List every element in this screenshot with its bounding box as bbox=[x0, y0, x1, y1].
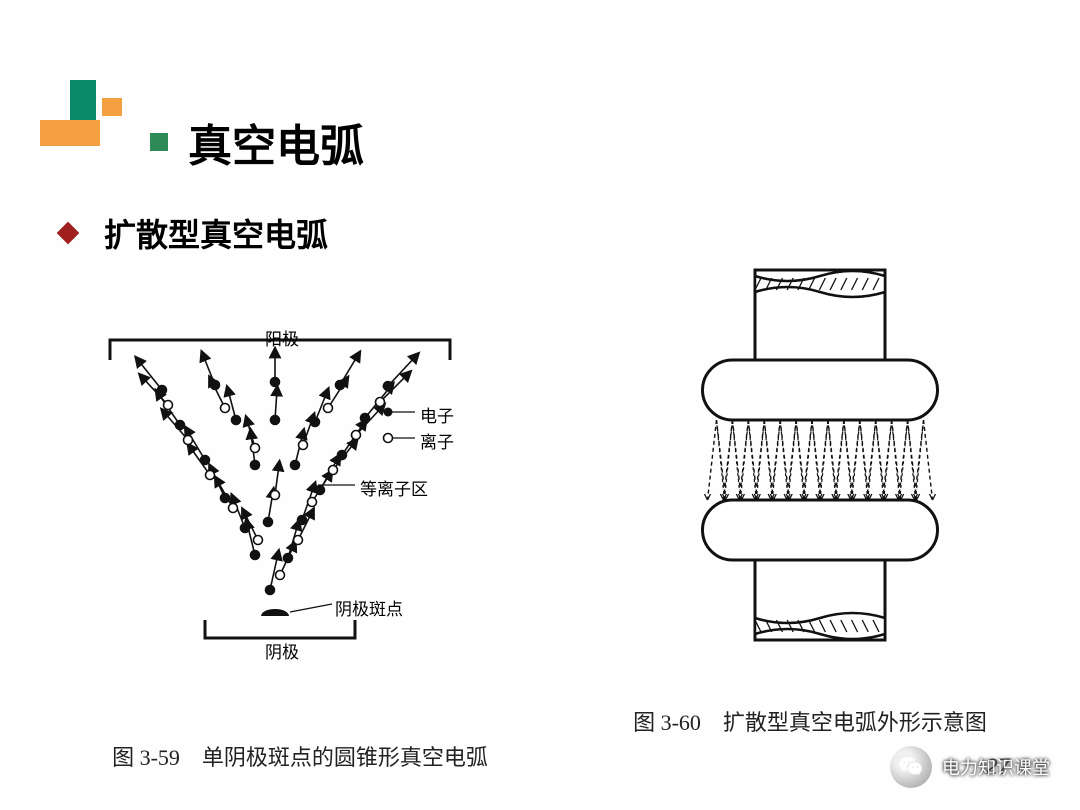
slide-root: 真空电弧 扩散型真空电弧 阳极 阴极 电子 离子 等离子区 阴极斑点 bbox=[0, 0, 1080, 810]
decor-orange-rect bbox=[40, 120, 100, 146]
legend-plasma-label: 等离子区 bbox=[360, 475, 428, 500]
figure-3-60-caption: 图 3-60 扩散型真空电弧外形示意图 bbox=[555, 705, 1065, 737]
cathode-label: 阴极 bbox=[265, 638, 299, 663]
cathode-spot-label: 阴极斑点 bbox=[335, 595, 403, 620]
figure-3-60-svg bbox=[600, 240, 1040, 670]
figure-3-60-caption-title: 扩散型真空电弧外形示意图 bbox=[723, 710, 987, 735]
figures-container: 阳极 阴极 电子 离子 等离子区 阴极斑点 图 3-59 单阴极斑点的圆锥形真空… bbox=[0, 280, 1080, 760]
title-bullet-icon bbox=[150, 133, 168, 151]
wechat-icon-svg bbox=[898, 754, 924, 780]
watermark-text: 电力知识课堂 bbox=[942, 754, 1050, 780]
subtitle-row: 扩散型真空电弧 bbox=[60, 210, 328, 256]
figure-3-60-caption-num: 图 3-60 bbox=[633, 710, 701, 735]
title-row: 真空电弧 bbox=[150, 110, 364, 174]
wechat-logo-icon bbox=[890, 746, 932, 788]
figure-3-59-caption: 图 3-59 单阴极斑点的圆锥形真空电弧 bbox=[50, 740, 550, 772]
watermark: 电力知识课堂 bbox=[890, 746, 1050, 788]
legend-electron-label: 电子 bbox=[420, 402, 454, 427]
figure-3-59-caption-num: 图 3-59 bbox=[112, 745, 180, 770]
figure-3-59-svg bbox=[50, 290, 550, 690]
figure-3-59-caption-title: 单阴极斑点的圆锥形真空电弧 bbox=[202, 745, 488, 770]
figure-3-59: 阳极 阴极 电子 离子 等离子区 阴极斑点 bbox=[50, 290, 550, 730]
subtitle-text: 扩散型真空电弧 bbox=[104, 210, 328, 256]
legend-ion-label: 离子 bbox=[420, 428, 454, 453]
title-text: 真空电弧 bbox=[188, 110, 364, 174]
subtitle-bullet-icon bbox=[57, 222, 80, 245]
anode-label: 阳极 bbox=[265, 325, 299, 350]
figure-3-60 bbox=[600, 240, 1040, 710]
decor-small-orange-rect bbox=[102, 98, 122, 116]
